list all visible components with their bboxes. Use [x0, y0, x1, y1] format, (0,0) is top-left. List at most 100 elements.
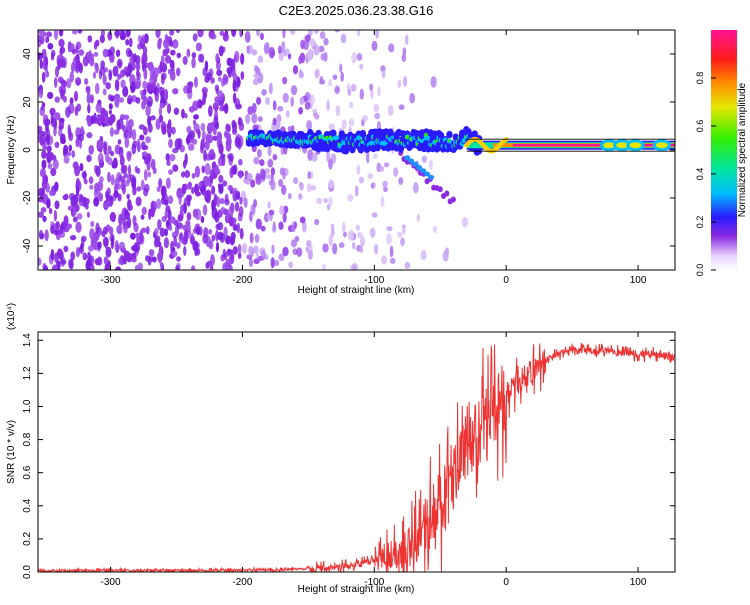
noise-speckle [369, 88, 374, 99]
noise-speckle [182, 55, 188, 65]
noise-speckle [266, 213, 271, 221]
noise-speckle [209, 264, 214, 270]
noise-speckle [298, 71, 305, 79]
noise-speckle [101, 230, 106, 238]
noise-speckle [314, 218, 320, 226]
noise-speckle [215, 60, 221, 71]
noise-speckle [379, 165, 385, 172]
colorbar-tick-label: 0.4 [695, 168, 705, 181]
noise-speckle [133, 222, 139, 233]
carrier-bulge [603, 142, 616, 149]
noise-speckle [169, 30, 175, 36]
noise-speckle [72, 161, 79, 170]
spectrogram-heatmap [38, 30, 675, 270]
noise-speckle [175, 67, 181, 77]
noise-speckle [75, 221, 82, 233]
noise-speckle [170, 126, 176, 135]
signal-band-blob [405, 135, 410, 140]
noise-speckle [109, 150, 115, 157]
noise-speckle [66, 78, 72, 89]
noise-speckle [253, 198, 258, 208]
colorbar-label: Normalized spectral amplitude [737, 82, 748, 217]
noise-speckle [299, 182, 304, 191]
noise-speckle [235, 103, 242, 110]
noise-speckle [184, 113, 188, 119]
noise-speckle [237, 116, 242, 125]
noise-speckle [186, 48, 191, 58]
noise-speckle [307, 48, 313, 61]
noise-speckle [428, 159, 433, 171]
noise-speckle [53, 209, 58, 222]
noise-speckle [143, 68, 148, 80]
noise-speckle [94, 258, 101, 266]
noise-speckle [267, 158, 274, 168]
noise-speckle [402, 47, 407, 56]
noise-speckle [210, 33, 217, 40]
noise-speckle [384, 162, 390, 168]
noise-speckle [87, 251, 92, 262]
noise-speckle [322, 243, 329, 253]
noise-speckle [192, 240, 199, 252]
noise-speckle [186, 81, 194, 90]
noise-speckle [197, 30, 204, 38]
noise-speckle [278, 221, 284, 230]
noise-speckle [211, 234, 216, 242]
noise-speckle [200, 215, 205, 224]
noise-speckle [311, 152, 318, 162]
noise-speckle [125, 39, 130, 46]
noise-speckle [191, 173, 196, 179]
noise-speckle [143, 183, 150, 193]
noise-speckle [313, 30, 319, 34]
noise-speckle [141, 227, 147, 234]
noise-speckle [239, 227, 244, 240]
noise-speckle [94, 62, 98, 70]
noise-speckle [46, 145, 52, 153]
noise-speckle [232, 80, 237, 92]
noise-speckle [128, 118, 134, 128]
noise-speckle [347, 88, 352, 96]
noise-speckle [267, 145, 272, 157]
noise-speckle [108, 226, 114, 236]
noise-speckle [186, 125, 192, 134]
noise-speckle [233, 164, 238, 175]
noise-speckle [341, 119, 347, 130]
noise-speckle [149, 256, 156, 262]
noise-speckle [191, 186, 195, 195]
noise-speckle [282, 212, 287, 223]
noise-speckle [265, 96, 270, 106]
noise-speckle [115, 266, 122, 270]
noise-speckle [222, 32, 229, 42]
noise-speckle [127, 164, 132, 177]
colorbar-tick-label: 0.2 [695, 216, 705, 229]
noise-speckle [179, 144, 186, 153]
noise-speckle [45, 70, 50, 78]
noise-speckle [224, 132, 231, 140]
noise-speckle [388, 43, 395, 53]
noise-speckle [59, 58, 66, 68]
noise-speckle [76, 212, 83, 220]
noise-speckle [154, 234, 159, 247]
noise-speckle [72, 206, 76, 218]
snr-ytick-label: 1.2 [22, 366, 33, 380]
noise-speckle [358, 176, 364, 184]
noise-speckle [256, 30, 261, 37]
noise-speckle [191, 52, 197, 59]
noise-speckle [272, 154, 278, 161]
noise-speckle [94, 182, 100, 193]
noise-speckle [373, 103, 380, 112]
noise-speckle [57, 260, 61, 270]
noise-speckle [41, 159, 47, 170]
noise-speckle [85, 259, 91, 270]
noise-speckle [139, 134, 145, 141]
noise-speckle [94, 82, 100, 95]
noise-speckle [260, 225, 266, 232]
spectrogram-xtick-label: 0 [503, 275, 509, 286]
noise-speckle [351, 242, 356, 250]
noise-speckle [77, 30, 83, 34]
noise-speckle [217, 231, 224, 241]
noise-speckle [282, 92, 289, 103]
noise-speckle [40, 188, 46, 196]
noise-speckle [98, 69, 103, 80]
colorbar: 0.0 0.2 0.4 0.6 0.8 Normalized spectral ampl… [695, 30, 748, 276]
noise-speckle [246, 45, 250, 54]
